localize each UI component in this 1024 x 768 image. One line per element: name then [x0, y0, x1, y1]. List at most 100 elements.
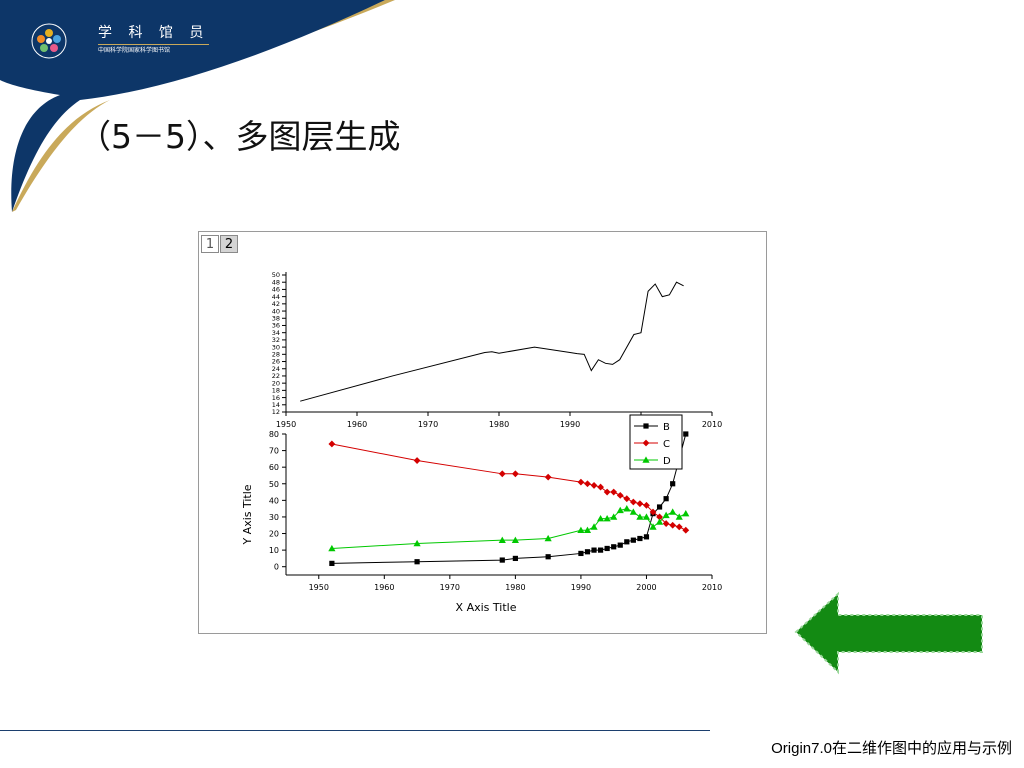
series-D-point [629, 508, 637, 515]
layer1-x-tick-label: 1960 [347, 420, 367, 429]
series-D-point [498, 536, 506, 543]
layer1-x-tick-label: 1950 [276, 420, 296, 429]
layer2-y-tick-label: 40 [269, 496, 279, 505]
series-B-point [597, 547, 604, 553]
series-C-point [616, 491, 624, 499]
layer2-y-tick-label: 10 [269, 546, 279, 555]
layer1-x-tick-label: 1980 [489, 420, 509, 429]
series-C-point [590, 482, 598, 489]
layer1-y-tick-label: 28 [272, 351, 280, 359]
legend-label-C: C [663, 439, 670, 450]
series-C-point [544, 473, 552, 481]
series-B-point [617, 542, 623, 548]
layer2-y-tick-label: 30 [269, 513, 279, 522]
layer2-x-tick-label: 2010 [702, 583, 722, 592]
layer1-y-tick-label: 14 [272, 401, 280, 409]
layer1-y-tick-label: 16 [272, 394, 280, 402]
layer1-y-tick-label: 34 [272, 329, 280, 337]
series-B-point [656, 504, 663, 510]
series-C-point [577, 478, 585, 486]
series-C-point [636, 500, 644, 508]
series-B-point [611, 544, 617, 550]
series-B-point [637, 535, 643, 542]
legend-box [629, 414, 683, 470]
series-C-point [669, 521, 677, 529]
series-D-point [596, 515, 605, 522]
series-D-point [636, 513, 644, 520]
series-D-point [669, 508, 677, 515]
series-C-line [331, 443, 687, 531]
series-B-point [591, 547, 597, 553]
legend-label-B: B [663, 422, 670, 433]
series-D-point [682, 510, 690, 517]
series-D-point [511, 536, 519, 543]
series-C-point [498, 470, 506, 478]
layer2-x-tick-label: 1960 [374, 583, 394, 592]
series-C-point [511, 470, 519, 478]
layer1-y-tick-label: 26 [272, 358, 280, 366]
legend-label-D: D [663, 456, 671, 467]
layer2-y-tick-label: 0 [274, 563, 279, 572]
logo-name: 学 科 馆 员 [98, 22, 210, 45]
layer1-y-tick-label: 50 [272, 271, 280, 279]
series-D-point [583, 526, 592, 534]
series-B-point [512, 555, 518, 562]
banner-navy-shape [0, 0, 385, 212]
series-B-point [683, 431, 689, 437]
layer1-y-tick-label: 48 [272, 278, 280, 286]
series-D-point [675, 513, 683, 520]
series-C-point [662, 520, 670, 527]
series-C-point [584, 480, 591, 488]
layer2-y-tick-label: 60 [269, 463, 279, 472]
series-B-point [663, 496, 669, 502]
layer1-y-tick-label: 42 [272, 300, 280, 308]
layer2-y-axis-title: Y Axis Title [241, 484, 254, 545]
layer2-y-tick-label: 70 [269, 447, 279, 456]
layer-tab-1[interactable]: 1 [201, 235, 219, 253]
series-D-point [328, 544, 336, 552]
series-B-point [604, 545, 610, 552]
legend-marker-C [642, 439, 650, 447]
series-C-point [623, 495, 631, 503]
footer-caption: Origin7.0在二维作图中的应用与示例 [771, 740, 1012, 757]
series-C-point [649, 508, 657, 516]
series-D-line [331, 508, 687, 549]
layer1-y-tick-label: 40 [272, 307, 280, 315]
layer2-x-tick-label: 2000 [636, 583, 656, 592]
back-arrow-button[interactable] [792, 590, 988, 676]
series-C-point [603, 488, 611, 496]
series-D-point [655, 518, 664, 525]
arrow-left-icon [794, 591, 983, 675]
series-B-point [499, 557, 505, 563]
layer1-y-tick-label: 22 [272, 372, 280, 380]
layer1-y-tick-label: 46 [272, 286, 280, 294]
legend-marker-B [643, 423, 649, 429]
layer-tab-2[interactable]: 2 [220, 235, 238, 253]
series-C-point [328, 440, 336, 448]
layer2-x-tick-label: 1980 [505, 583, 525, 592]
series-D-point [649, 523, 657, 530]
layer2-y-tick-label: 80 [269, 430, 279, 439]
layer1-y-tick-label: 20 [272, 379, 280, 387]
layer1-x-tick-label: 1990 [560, 420, 580, 429]
series-C-point [682, 526, 690, 534]
layer1-y-tick-label: 18 [272, 387, 280, 395]
layer2-x-tick-label: 1990 [571, 583, 591, 592]
series-D-point [590, 523, 598, 530]
series-D-point [610, 513, 618, 520]
series-D-point [577, 526, 585, 534]
layer2-y-tick-label: 50 [269, 480, 279, 489]
series-B-point [630, 537, 636, 543]
footer-divider [0, 730, 710, 731]
series-C-point [610, 488, 618, 496]
multi-layer-chart: 1214161820222426283032343638404244464850… [241, 271, 722, 614]
layer2-x-axis-title: X Axis Title [456, 601, 517, 614]
series-C-point [629, 498, 637, 506]
layer1-y-tick-label: 30 [272, 343, 280, 351]
series-B-point [670, 481, 676, 487]
series-D-point [642, 513, 651, 520]
layer1-y-tick-label: 38 [272, 314, 280, 322]
series-B-point [643, 534, 650, 540]
series-B-point [624, 539, 630, 545]
series-C-point [413, 457, 421, 464]
